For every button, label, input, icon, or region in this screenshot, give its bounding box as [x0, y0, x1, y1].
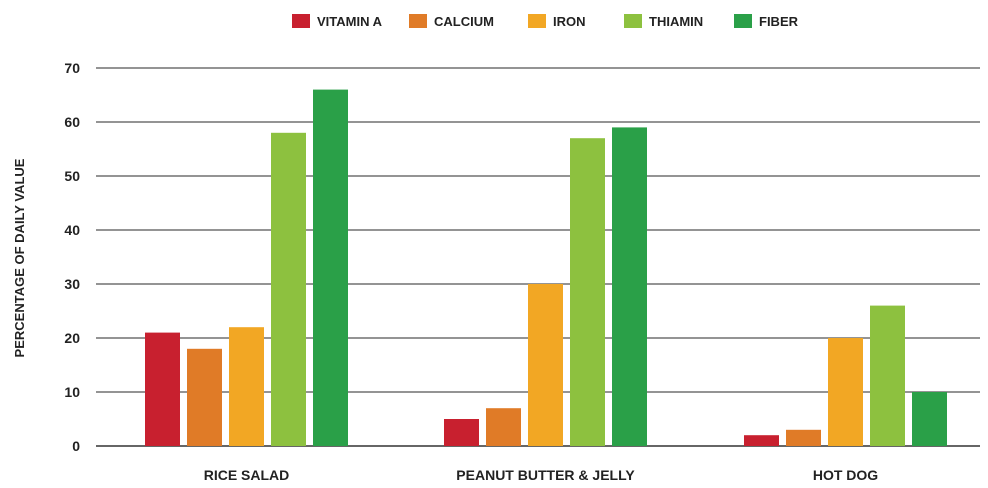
y-tick-label: 20 — [64, 330, 80, 346]
legend-label: CALCIUM — [434, 14, 494, 29]
legend-label: VITAMIN A — [317, 14, 383, 29]
legend-swatch — [409, 14, 427, 28]
y-tick-label: 30 — [64, 276, 80, 292]
bar-fiber-3 — [912, 392, 947, 446]
bar-calcium-3 — [786, 429, 821, 446]
bar-fiber-2 — [612, 127, 647, 447]
legend-swatch — [624, 14, 642, 28]
bar-thiamin-1 — [271, 132, 306, 447]
x-category-label: HOT DOG — [813, 467, 878, 483]
bar-vitamin-a-1 — [145, 332, 180, 446]
legend-swatch — [528, 14, 546, 28]
bar-calcium-1 — [187, 348, 222, 446]
bar-iron-1 — [229, 327, 264, 446]
legend-swatch — [734, 14, 752, 28]
bar-vitamin-a-3 — [744, 435, 779, 446]
x-axis-labels: RICE SALAD PEANUT BUTTER & JELLY HOT DOG — [204, 467, 879, 483]
y-tick-label: 0 — [72, 438, 80, 454]
x-category-label: PEANUT BUTTER & JELLY — [456, 467, 635, 483]
x-category-label: RICE SALAD — [204, 467, 290, 483]
legend-label: IRON — [553, 14, 586, 29]
y-tick-label: 50 — [64, 168, 80, 184]
legend-swatch — [292, 14, 310, 28]
bar-vitamin-a-2 — [444, 419, 479, 446]
y-axis-ticks: 0 10 20 30 40 50 60 70 — [64, 60, 80, 454]
bar-iron-2 — [528, 284, 563, 446]
legend-label: THIAMIN — [649, 14, 703, 29]
bar-thiamin-2 — [570, 138, 605, 446]
y-tick-label: 40 — [64, 222, 80, 238]
y-axis-title: PERCENTAGE OF DAILY VALUE — [12, 158, 27, 357]
y-tick-label: 70 — [64, 60, 80, 76]
y-tick-label: 10 — [64, 384, 80, 400]
bar-iron-3 — [828, 338, 863, 446]
bar-calcium-2 — [486, 408, 521, 446]
bar-fiber-1 — [313, 89, 348, 446]
y-tick-label: 60 — [64, 114, 80, 130]
bars — [145, 89, 947, 447]
bar-thiamin-3 — [870, 305, 905, 446]
legend: VITAMIN A CALCIUM IRON THIAMIN FIBER — [292, 14, 799, 29]
legend-label: FIBER — [759, 14, 799, 29]
